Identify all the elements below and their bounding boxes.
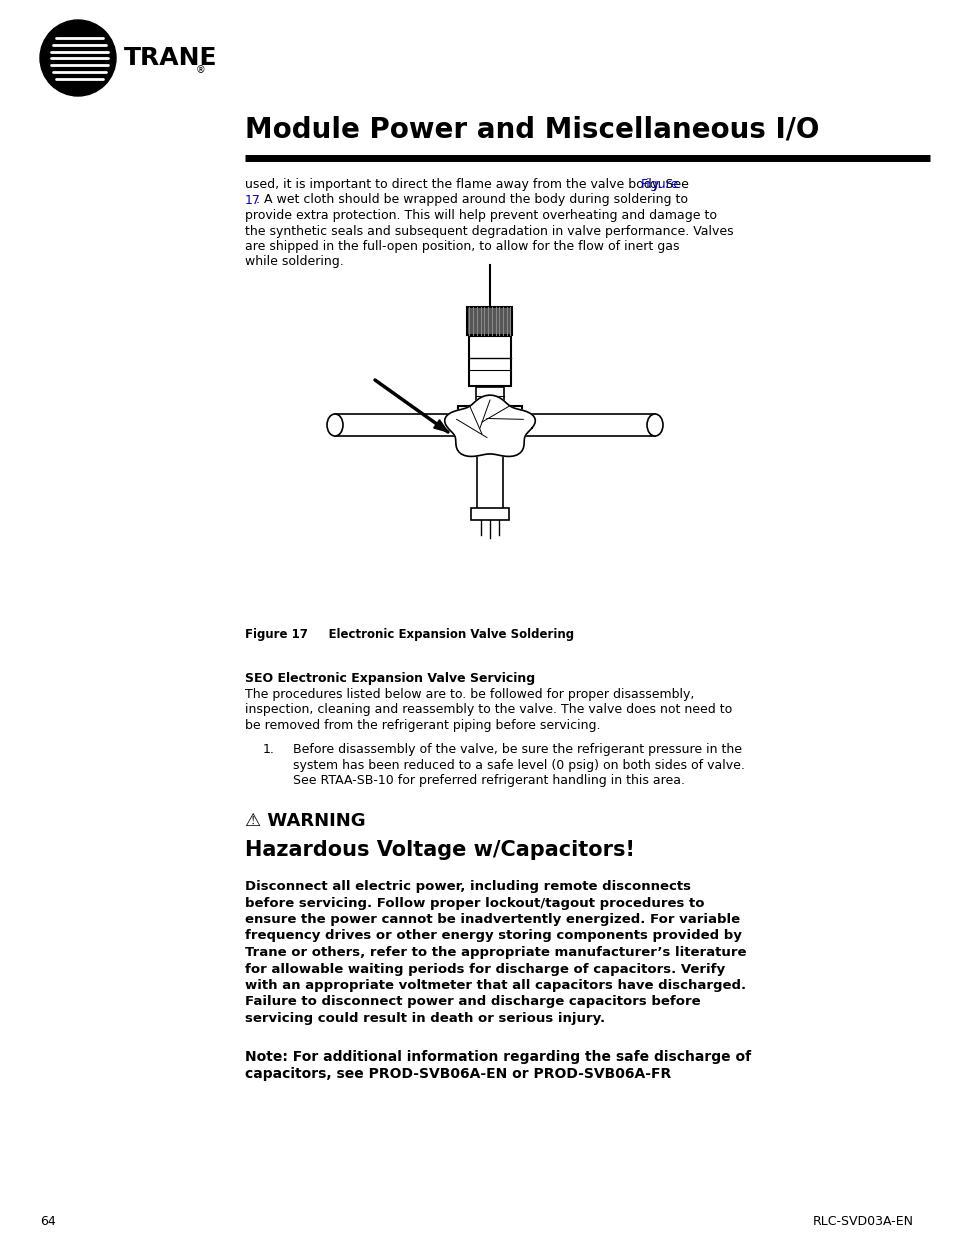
Text: Figure 17     Electronic Expansion Valve Soldering: Figure 17 Electronic Expansion Valve Sol…	[245, 629, 574, 641]
Text: ensure the power cannot be inadvertently energized. For variable: ensure the power cannot be inadvertently…	[245, 913, 740, 926]
FancyBboxPatch shape	[335, 414, 457, 436]
Text: with an appropriate voltmeter that all capacitors have discharged.: with an appropriate voltmeter that all c…	[245, 979, 745, 992]
Text: Trane or others, refer to the appropriate manufacturer’s literature: Trane or others, refer to the appropriat…	[245, 946, 745, 960]
Polygon shape	[457, 406, 521, 448]
Text: RLC-SVD03A-EN: RLC-SVD03A-EN	[812, 1215, 913, 1228]
Text: are shipped in the full-open position, to allow for the flow of inert gas: are shipped in the full-open position, t…	[245, 240, 679, 253]
Ellipse shape	[646, 414, 662, 436]
FancyBboxPatch shape	[521, 414, 655, 436]
Text: before servicing. Follow proper lockout/tagout procedures to: before servicing. Follow proper lockout/…	[245, 897, 703, 909]
Text: 17: 17	[245, 194, 260, 206]
Text: TRANE: TRANE	[124, 46, 217, 70]
Text: Failure to disconnect power and discharge capacitors before: Failure to disconnect power and discharg…	[245, 995, 700, 1009]
FancyBboxPatch shape	[469, 336, 511, 387]
FancyBboxPatch shape	[471, 508, 509, 520]
Text: ®: ®	[195, 65, 206, 75]
Text: 64: 64	[40, 1215, 55, 1228]
Text: Before disassembly of the valve, be sure the refrigerant pressure in the: Before disassembly of the valve, be sure…	[293, 743, 741, 756]
Text: Hazardous Voltage w/Capacitors!: Hazardous Voltage w/Capacitors!	[245, 840, 634, 860]
Text: . A wet cloth should be wrapped around the body during soldering to: . A wet cloth should be wrapped around t…	[255, 194, 687, 206]
Ellipse shape	[327, 414, 343, 436]
Polygon shape	[434, 420, 448, 432]
Text: system has been reduced to a safe level (0 psig) on both sides of valve.: system has been reduced to a safe level …	[293, 758, 744, 772]
FancyBboxPatch shape	[476, 448, 502, 510]
FancyBboxPatch shape	[476, 387, 503, 405]
Polygon shape	[444, 395, 535, 457]
Text: inspection, cleaning and reassembly to the valve. The valve does not need to: inspection, cleaning and reassembly to t…	[245, 704, 732, 716]
Text: used, it is important to direct the flame away from the valve body. See: used, it is important to direct the flam…	[245, 178, 692, 191]
Text: the synthetic seals and subsequent degradation in valve performance. Valves: the synthetic seals and subsequent degra…	[245, 225, 733, 237]
Text: ⚠ WARNING: ⚠ WARNING	[245, 811, 365, 830]
Text: be removed from the refrigerant piping before servicing.: be removed from the refrigerant piping b…	[245, 719, 599, 732]
FancyBboxPatch shape	[467, 308, 512, 335]
Text: frequency drives or other energy storing components provided by: frequency drives or other energy storing…	[245, 930, 741, 942]
Text: Disconnect all electric power, including remote disconnects: Disconnect all electric power, including…	[245, 881, 690, 893]
Text: Module Power and Miscellaneous I/O: Module Power and Miscellaneous I/O	[245, 115, 819, 143]
Text: See RTAA-SB-10 for preferred refrigerant handling in this area.: See RTAA-SB-10 for preferred refrigerant…	[293, 774, 684, 787]
Text: The procedures listed below are to. be followed for proper disassembly,: The procedures listed below are to. be f…	[245, 688, 694, 701]
Text: servicing could result in death or serious injury.: servicing could result in death or serio…	[245, 1011, 604, 1025]
Circle shape	[40, 20, 116, 96]
Text: SEO Electronic Expansion Valve Servicing: SEO Electronic Expansion Valve Servicing	[245, 672, 535, 685]
Text: provide extra protection. This will help prevent overheating and damage to: provide extra protection. This will help…	[245, 209, 717, 222]
Text: 1.: 1.	[263, 743, 274, 756]
Text: Note: For additional information regarding the safe discharge of: Note: For additional information regardi…	[245, 1050, 750, 1065]
Text: Figure: Figure	[640, 178, 679, 191]
Text: for allowable waiting periods for discharge of capacitors. Verify: for allowable waiting periods for discha…	[245, 962, 724, 976]
Text: while soldering.: while soldering.	[245, 256, 343, 268]
Text: capacitors, see PROD-SVB06A-EN or PROD-SVB06A-FR: capacitors, see PROD-SVB06A-EN or PROD-S…	[245, 1067, 671, 1081]
